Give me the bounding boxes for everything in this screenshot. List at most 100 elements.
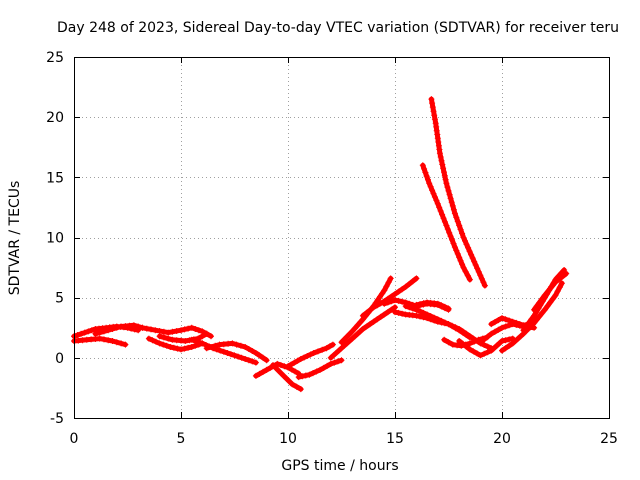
data-point-marker [178, 346, 184, 353]
data-point-marker [454, 250, 461, 257]
data-point-marker [381, 311, 388, 318]
data-point-marker [275, 367, 282, 374]
data-point-marker [506, 336, 513, 343]
data-point-marker [208, 333, 214, 340]
series-track-8 [203, 340, 270, 364]
data-point-marker [145, 335, 152, 342]
data-point-marker [439, 161, 446, 168]
y-tick-label: 5 [55, 291, 64, 307]
data-point-marker [445, 321, 452, 328]
data-point-marker [429, 187, 436, 194]
data-point-marker [541, 306, 548, 313]
data-point-marker [544, 303, 551, 310]
data-point-marker [425, 176, 431, 183]
data-point-marker [491, 328, 498, 335]
data-point-marker [113, 339, 120, 346]
data-point-marker [334, 358, 341, 365]
data-point-marker [417, 313, 423, 320]
data-point-marker [456, 254, 463, 261]
data-point-marker [263, 357, 270, 364]
data-point-marker [481, 342, 488, 348]
data-point-marker [440, 215, 447, 222]
data-point-marker [468, 251, 475, 258]
data-point-marker [297, 386, 304, 393]
series-track-4 [139, 324, 214, 340]
data-point-marker [212, 342, 219, 349]
data-point-marker [433, 197, 440, 204]
data-point-marker [109, 326, 116, 332]
data-point-marker [256, 370, 263, 377]
data-point-marker [173, 328, 180, 334]
data-point-marker [457, 257, 464, 264]
data-point-marker [381, 287, 388, 294]
data-series [71, 96, 570, 393]
series-track-19 [413, 299, 452, 312]
series-track-28 [531, 270, 570, 313]
series-track-7 [188, 336, 259, 366]
data-point-marker [78, 330, 85, 337]
data-point-marker [449, 322, 456, 329]
data-point-marker [304, 353, 311, 359]
data-point-marker [413, 301, 420, 308]
data-point-marker [301, 354, 308, 361]
y-axis-tick-labels: -5 0 5 10 15 20 25 [46, 50, 64, 427]
data-point-marker [440, 165, 447, 172]
data-point-marker [192, 338, 199, 344]
data-point-marker [357, 319, 364, 326]
y-tick-label: -5 [50, 411, 64, 427]
data-point-marker [447, 195, 454, 202]
data-point-marker [109, 338, 116, 344]
data-point-marker [370, 318, 377, 325]
data-point-marker [199, 340, 206, 347]
data-point-marker [465, 244, 472, 251]
data-point-marker [509, 318, 516, 325]
data-point-marker [96, 329, 103, 336]
data-point-marker [444, 184, 451, 191]
data-point-marker [203, 345, 210, 352]
data-point-marker [331, 359, 338, 366]
data-point-marker [413, 312, 420, 319]
data-point-marker [165, 329, 172, 336]
data-point-marker [122, 341, 129, 348]
data-point-marker [395, 297, 402, 304]
data-point-marker [170, 344, 177, 351]
data-point-marker [428, 96, 435, 103]
data-point-marker [367, 307, 373, 314]
y-tick-label: 25 [46, 50, 64, 66]
data-point-marker [502, 345, 509, 352]
data-point-marker [313, 368, 320, 375]
data-point-marker [441, 172, 448, 179]
data-point-marker [431, 112, 438, 119]
series-track-12 [295, 357, 345, 381]
data-point-marker [160, 341, 167, 348]
data-point-marker [480, 279, 487, 286]
data-point-marker [549, 282, 556, 289]
data-point-marker [278, 370, 284, 377]
data-point-marker [445, 187, 452, 194]
data-point-marker [435, 139, 442, 145]
data-point-marker [447, 233, 454, 240]
data-point-marker [299, 373, 306, 380]
data-point-marker [249, 358, 256, 365]
data-point-marker [315, 348, 321, 355]
data-point-marker [169, 328, 176, 335]
data-point-marker [326, 343, 333, 350]
x-tick-label: 10 [279, 431, 297, 447]
data-point-marker [448, 199, 455, 206]
data-point-marker [536, 299, 543, 306]
data-point-marker [377, 313, 384, 320]
data-point-marker [263, 366, 270, 373]
data-point-marker [199, 333, 206, 340]
data-point-marker [449, 236, 456, 243]
data-point-marker [466, 248, 473, 255]
data-point-marker [143, 325, 150, 332]
data-point-marker [388, 306, 395, 313]
data-point-marker [227, 351, 234, 358]
series-track-21 [419, 162, 473, 283]
data-point-marker [495, 317, 502, 324]
data-point-marker [139, 324, 146, 331]
data-point-marker [359, 326, 366, 332]
data-point-marker [392, 309, 398, 316]
data-point-marker [539, 295, 546, 302]
data-point-marker [354, 322, 361, 329]
